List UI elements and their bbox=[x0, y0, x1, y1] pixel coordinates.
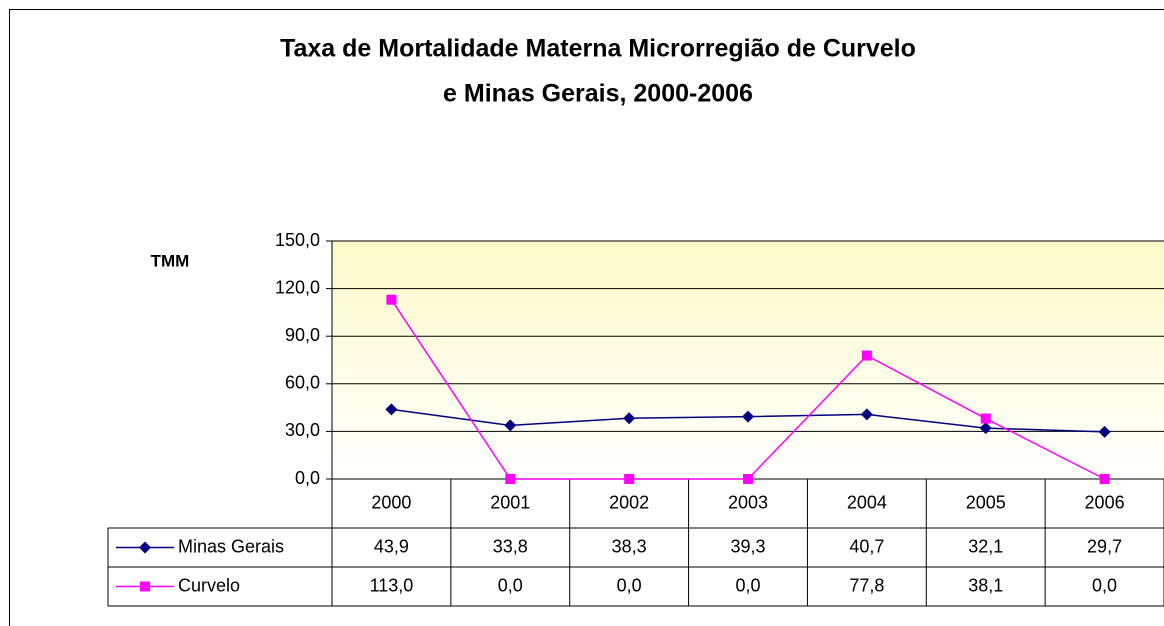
y-tick-label: 120,0 bbox=[275, 277, 320, 297]
x-tick-label: 2000 bbox=[371, 492, 411, 512]
legend-marker bbox=[139, 541, 151, 554]
x-tick-label: 2003 bbox=[728, 492, 768, 512]
x-tick-label: 2004 bbox=[847, 492, 887, 512]
marker bbox=[861, 350, 872, 361]
y-tick-label: 150,0 bbox=[275, 230, 320, 250]
chart-border bbox=[9, 9, 1164, 626]
data-label: 0,0 bbox=[735, 575, 760, 595]
data-label: 0,0 bbox=[617, 575, 642, 595]
x-tick-label: 2002 bbox=[609, 492, 649, 512]
chart-title: e Minas Gerais, 2000-2006 bbox=[443, 80, 753, 108]
data-label: 0,0 bbox=[498, 575, 523, 595]
marker bbox=[1099, 474, 1110, 484]
data-label: 38,3 bbox=[612, 536, 647, 556]
data-label: 77,8 bbox=[849, 575, 884, 595]
legend-label: Curvelo bbox=[178, 575, 240, 595]
y-tick-label: 90,0 bbox=[285, 325, 320, 345]
legend-marker bbox=[140, 581, 150, 592]
marker bbox=[743, 474, 753, 484]
marker bbox=[860, 408, 873, 421]
marker bbox=[504, 419, 517, 432]
marker bbox=[505, 474, 516, 484]
marker bbox=[980, 413, 991, 424]
y-axis-label: TMM bbox=[151, 251, 190, 270]
data-label: 0,0 bbox=[1092, 575, 1117, 595]
x-tick-label: 2005 bbox=[966, 492, 1006, 512]
legend-label: Minas Gerais bbox=[178, 536, 284, 556]
marker bbox=[979, 422, 992, 435]
data-label: 113,0 bbox=[370, 575, 414, 595]
marker bbox=[623, 412, 636, 425]
data-label: 29,7 bbox=[1087, 536, 1122, 556]
y-tick-label: 30,0 bbox=[285, 420, 320, 440]
y-tick-label: 0,0 bbox=[295, 468, 320, 488]
x-tick-label: 2006 bbox=[1085, 492, 1125, 512]
chart-title: Taxa de Mortalidade Materna Microrregião… bbox=[280, 35, 916, 63]
marker bbox=[624, 474, 635, 484]
plot-area bbox=[332, 241, 1164, 479]
marker bbox=[386, 294, 397, 305]
marker bbox=[385, 403, 398, 416]
data-label: 33,8 bbox=[493, 536, 528, 556]
data-label: 32,1 bbox=[968, 536, 1003, 556]
data-label: 39,3 bbox=[730, 536, 765, 556]
marker bbox=[742, 410, 754, 423]
marker bbox=[1098, 425, 1111, 438]
x-tick-label: 2001 bbox=[490, 492, 530, 512]
data-label: 38,1 bbox=[968, 575, 1003, 595]
data-label: 40,7 bbox=[849, 536, 884, 556]
y-tick-label: 60,0 bbox=[285, 373, 320, 393]
data-label: 43,9 bbox=[374, 536, 409, 556]
